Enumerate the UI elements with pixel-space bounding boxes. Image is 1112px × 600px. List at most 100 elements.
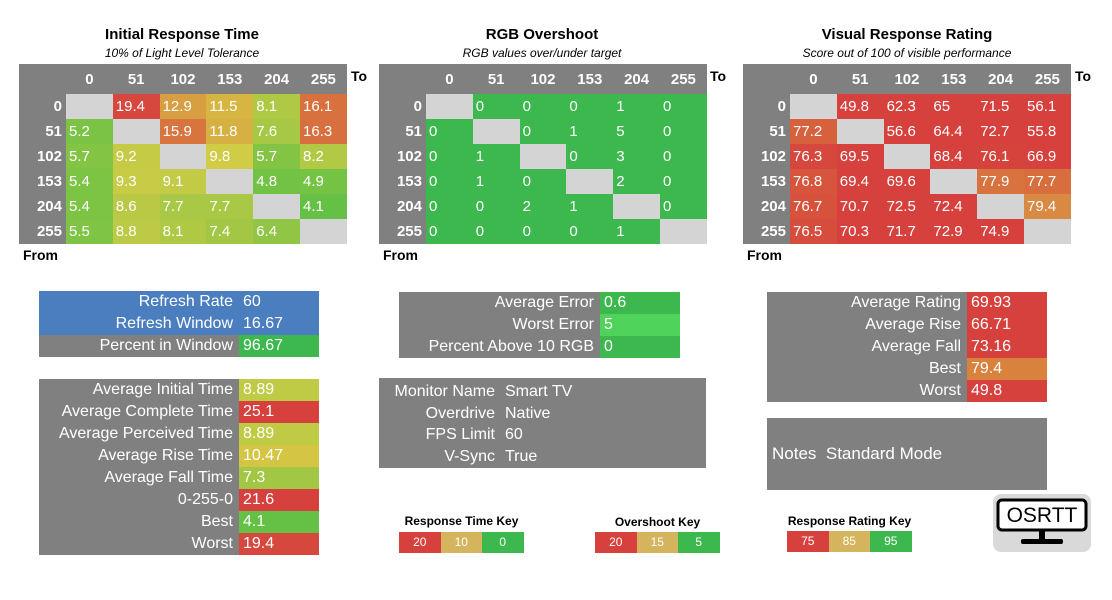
stat-row: Refresh Rate 60 [39, 291, 319, 313]
stat-label: Average Fall Time [39, 467, 239, 489]
monitor-info-panel: Monitor Name Smart TV Overdrive Native FPS L… [379, 378, 706, 468]
heatmap-cell: 0 [472, 94, 520, 119]
stat-value: Native [501, 402, 706, 425]
row-header-102: 102 [760, 148, 786, 165]
heatmap-cell: 0 [660, 119, 707, 144]
heatmap-cell: 0 [519, 219, 567, 244]
col-header-0: 0 [809, 71, 818, 88]
overshoot-key-title: Overshoot Key [614, 515, 701, 529]
stat-label: Best [767, 358, 967, 380]
heatmap-cell: 0 [660, 144, 707, 169]
heatmap-cell: 55.8 [1024, 119, 1071, 144]
heatmap-cell: 1 [472, 169, 520, 194]
heatmap-cell: 8.2 [300, 144, 347, 169]
col-header-204: 204 [264, 71, 290, 88]
heatmap-cell: 74.9 [977, 219, 1024, 244]
heatmap-cell: 1 [566, 194, 614, 219]
stat-row: Average Initial Time 8.89 [39, 379, 319, 401]
row-header-102: 102 [396, 148, 422, 165]
rating-from-label: From [747, 247, 782, 263]
stat-label: Refresh Window [39, 313, 239, 335]
stat-value: 5 [600, 314, 680, 336]
heatmap-cell: 0 [566, 219, 614, 244]
row-header-204: 204 [760, 198, 786, 215]
col-header-153: 153 [941, 71, 967, 88]
row-header-51: 51 [769, 123, 786, 140]
notes-value: Standard Mode [825, 444, 943, 463]
key-cell: 95 [870, 531, 912, 552]
heatmap-cell: 65 [930, 94, 978, 119]
stat-value: True [501, 445, 706, 468]
heatmap-cell: 5.7 [66, 144, 113, 169]
key-cell: 85 [828, 531, 870, 552]
stat-label: Monitor Name [379, 381, 501, 403]
heatmap-cell: 72.5 [883, 194, 931, 219]
heatmap-cell: 0 [566, 94, 614, 119]
stat-value: 25.1 [239, 401, 319, 423]
stat-label: Overdrive [379, 402, 501, 425]
key-cell: 75 [787, 531, 829, 552]
stat-label: Best [39, 511, 239, 533]
heatmap-cell: 4.9 [300, 169, 347, 194]
col-header-0: 0 [445, 71, 454, 88]
heatmap-cell: 9.2 [112, 144, 160, 169]
col-header-255: 255 [310, 71, 336, 88]
row-header-0: 0 [413, 98, 422, 115]
heatmap-cell: 0 [472, 219, 520, 244]
rating-panel: Average Rating 69.93 Average Rise 66.71 Aver… [767, 292, 1047, 402]
error-panel: Average Error 0.6 Worst Error 5 Percent Abov… [399, 292, 680, 358]
heatmap-cell: 5.4 [66, 169, 113, 194]
overshoot-from-label: From [383, 247, 418, 263]
heatmap-cell: 0 [519, 169, 567, 194]
row-header-204: 204 [36, 198, 62, 215]
heatmap-cell: 2 [613, 169, 660, 194]
heatmap-cell: 9.1 [159, 169, 207, 194]
row-header-0: 0 [777, 98, 786, 115]
row-header-204: 204 [396, 198, 422, 215]
rating-key-title: Response Rating Key [787, 514, 912, 528]
col-header-153: 153 [577, 71, 603, 88]
heatmap-cell: 1 [566, 119, 614, 144]
overshoot-subtitle: RGB values over/under target [462, 46, 622, 60]
stat-row: Worst 49.8 [767, 380, 1047, 402]
heatmap-cell: 62.3 [883, 94, 931, 119]
col-header-255: 255 [1034, 71, 1060, 88]
stat-value: 96.67 [239, 335, 319, 357]
heatmap-cell: 56.6 [883, 119, 931, 144]
key-cell: 5 [678, 532, 720, 553]
heatmap-cell: 7.7 [159, 194, 207, 219]
stat-value: 8.89 [239, 423, 319, 445]
heatmap-cell: 5.4 [66, 194, 113, 219]
stat-row: FPS Limit 60 [379, 424, 706, 446]
col-header-255: 255 [670, 71, 696, 88]
heatmap-cell: 4.8 [253, 169, 300, 194]
diagonal-cell [1024, 219, 1071, 244]
heatmap-cell: 9.3 [112, 169, 160, 194]
diagonal-cell [660, 219, 707, 244]
stat-row: Best 4.1 [39, 511, 319, 533]
heatmap-cell: 79.4 [1024, 194, 1071, 219]
heatmap-cell: 0 [660, 169, 707, 194]
col-header-102: 102 [894, 71, 920, 88]
stat-row: Monitor Name Smart TV [379, 381, 706, 403]
heatmap-cell: 0 [426, 119, 473, 144]
diagonal-cell [836, 119, 884, 144]
heatmap-cell: 76.3 [790, 144, 837, 169]
stat-label: Average Initial Time [39, 379, 239, 401]
notes-panel: Notes Standard Mode [767, 418, 1047, 490]
stat-value: 73.16 [967, 336, 1047, 358]
row-header-255: 255 [760, 223, 786, 240]
stat-value: 10.47 [239, 445, 319, 467]
heatmap-cell: 7.4 [206, 219, 254, 244]
col-header-51: 51 [487, 71, 505, 88]
stat-row: Average Rise Time 10.47 [39, 445, 319, 467]
initial-subtitle: 10% of Light Level Tolerance [104, 46, 260, 60]
monitor-icon: OSRTT [996, 498, 1088, 544]
row-header-51: 51 [45, 123, 62, 140]
stat-row: Percent Above 10 RGB 0 [399, 336, 680, 358]
stat-row: Worst 19.4 [39, 533, 319, 555]
heatmap-cell: 2 [519, 194, 567, 219]
heatmap-cell: 68.4 [930, 144, 978, 169]
heatmap-cell: 11.5 [206, 94, 254, 119]
stat-value: 0.6 [600, 292, 680, 314]
